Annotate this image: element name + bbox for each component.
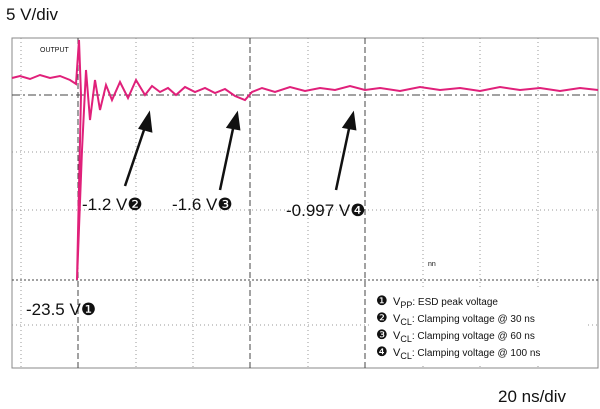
horizontal-scale: 20 ns/div [498, 387, 567, 406]
legend-entry: VCL: Clamping voltage @ 30 ns [393, 313, 535, 327]
legend-description: : Clamping voltage @ 60 ns [412, 331, 535, 342]
legend-subscript: CL [400, 351, 412, 361]
legend-entry: VCL: Clamping voltage @ 100 ns [393, 347, 540, 361]
legend-description: : ESD peak voltage [412, 297, 498, 308]
annotation: -1.6 V❸ [172, 195, 233, 214]
trace-label: OUTPUT [40, 47, 70, 54]
legend-subscript: CL [400, 317, 412, 327]
legend-description: : Clamping voltage @ 30 ns [412, 314, 535, 325]
scope-screen: 5 V/div 20 ns/div OUTPUT nn -23.5 V❶ -1.… [0, 0, 600, 409]
annotation: -1.2 V❷ [82, 195, 143, 214]
vertical-scale: 5 V/div [6, 5, 58, 24]
legend-subscript: PP [400, 300, 412, 310]
cursor-label: nn [428, 261, 436, 268]
legend-marker: ❹ [376, 344, 388, 359]
legend-marker: ❶ [376, 293, 388, 308]
annotation: -23.5 V❶ [26, 300, 96, 319]
annotation: -0.997 V❹ [286, 201, 366, 220]
legend-marker: ❷ [376, 310, 388, 325]
legend-marker: ❸ [376, 327, 388, 342]
legend-subscript: CL [400, 334, 412, 344]
legend-entry: VCL: Clamping voltage @ 60 ns [393, 330, 535, 344]
legend-description: : Clamping voltage @ 100 ns [412, 348, 541, 359]
